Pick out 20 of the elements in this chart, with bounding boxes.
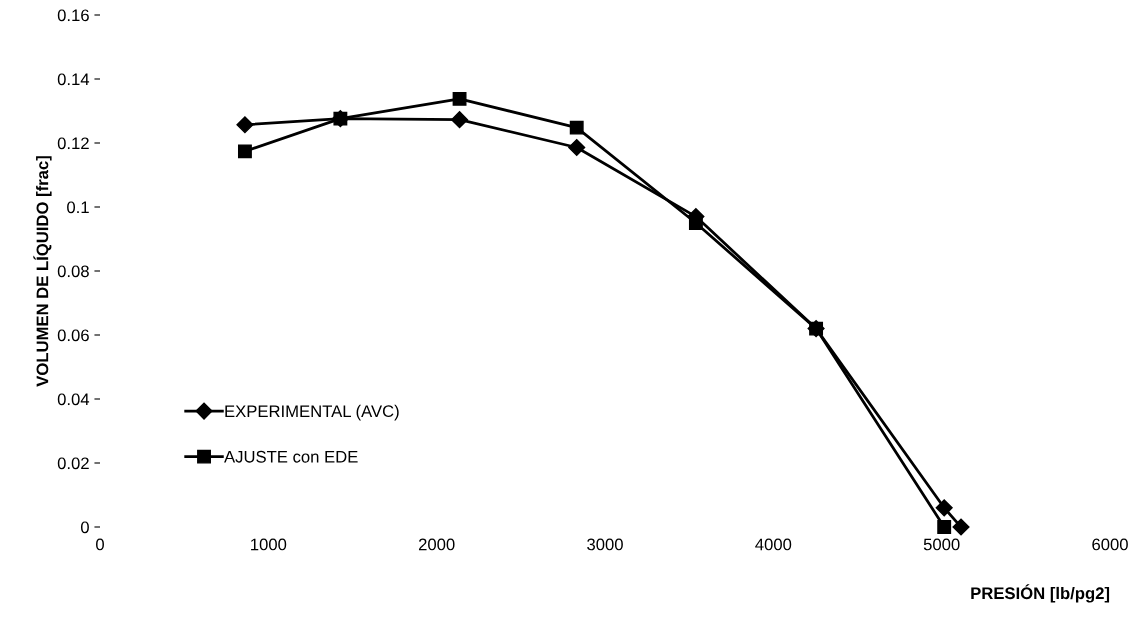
y-tick-label: 0.02 <box>57 457 89 470</box>
x-tick-label: 1000 <box>251 538 287 551</box>
y-tick-label: 0.16 <box>57 9 89 22</box>
y-tick-label: 0 <box>80 521 89 534</box>
y-axis-title: VOLUMEN DE LÍQUIDO [frac] <box>33 156 52 387</box>
x-tick-label: 2000 <box>418 538 455 551</box>
y-tick-label: 0.06 <box>57 329 89 342</box>
x-axis-title: PRESIÓN [lb/pg2] <box>971 584 1110 603</box>
legend-label: EXPERIMENTAL (AVC) <box>225 404 399 421</box>
y-tick-label: 0.04 <box>57 393 90 406</box>
x-tick-label: 4000 <box>755 538 792 551</box>
y-tick-label: 0.1 <box>67 201 89 214</box>
x-tick-label: 5000 <box>923 538 960 551</box>
x-tick-label: 0 <box>96 538 104 551</box>
x-tick-label: 3000 <box>587 538 623 551</box>
y-tick-label: 0.14 <box>57 73 90 86</box>
x-tick-label: 6000 <box>1092 538 1128 551</box>
legend-label: AJUSTE con EDE <box>224 450 358 463</box>
y-tick-label: 0.12 <box>57 137 89 150</box>
y-tick-label: 0.08 <box>57 265 89 278</box>
